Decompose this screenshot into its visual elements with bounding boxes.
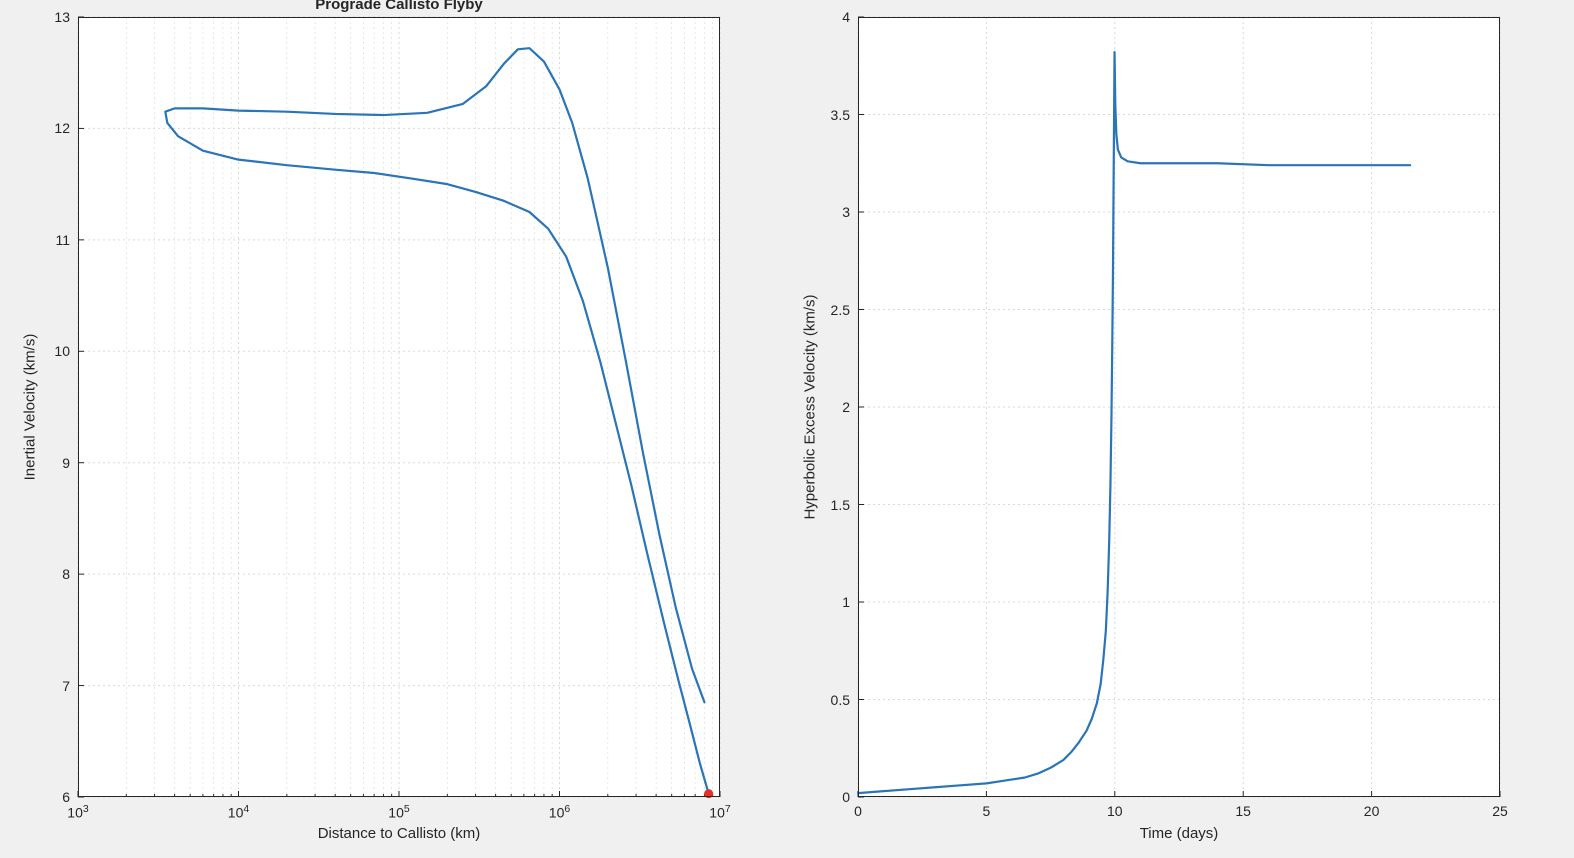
x-tick-label: 104: [228, 803, 249, 821]
x-tick-label: 107: [709, 803, 730, 821]
y-tick-label: 4: [842, 9, 850, 25]
data-line: [165, 48, 708, 793]
y-tick-label: 9: [62, 455, 70, 471]
data-line: [858, 52, 1410, 793]
chart-axes: 103104105106107678910111213Distance to C…: [78, 17, 720, 797]
y-tick-label: 10: [54, 343, 70, 359]
y-tick-label: 7: [62, 678, 70, 694]
chart-axes: 051015202500.511.522.533.54Time (days)Hy…: [858, 17, 1500, 797]
x-tick-label: 106: [549, 803, 570, 821]
y-tick-label: 0: [842, 789, 850, 805]
x-axis-label: Distance to Callisto (km): [318, 825, 481, 842]
x-tick-label: 0: [854, 803, 862, 819]
x-tick-label: 20: [1364, 803, 1380, 819]
y-axis-label: Inertial Velocity (km/s): [22, 334, 39, 481]
y-tick-label: 1.5: [831, 497, 850, 513]
y-tick-label: 2.5: [831, 302, 850, 318]
y-tick-label: 13: [54, 9, 70, 25]
y-axis-label: Hyperbolic Excess Velocity (km/s): [802, 294, 819, 519]
y-tick-label: 8: [62, 566, 70, 582]
y-tick-label: 1: [842, 594, 850, 610]
y-tick-label: 6: [62, 789, 70, 805]
x-axis-label: Time (days): [1140, 825, 1219, 842]
figure: 103104105106107678910111213Distance to C…: [0, 0, 1574, 858]
y-tick-label: 3: [842, 204, 850, 220]
x-tick-label: 103: [67, 803, 88, 821]
x-tick-label: 105: [388, 803, 409, 821]
y-tick-label: 12: [54, 120, 70, 136]
x-tick-label: 15: [1235, 803, 1251, 819]
y-tick-label: 0.5: [831, 692, 850, 708]
x-tick-label: 25: [1492, 803, 1508, 819]
y-tick-label: 3.5: [831, 107, 850, 123]
y-tick-label: 11: [55, 232, 70, 248]
chart-title: Prograde Callisto Flyby: [315, 0, 483, 13]
x-tick-label: 5: [982, 803, 990, 819]
x-tick-label: 10: [1107, 803, 1123, 819]
y-tick-label: 2: [842, 399, 850, 415]
